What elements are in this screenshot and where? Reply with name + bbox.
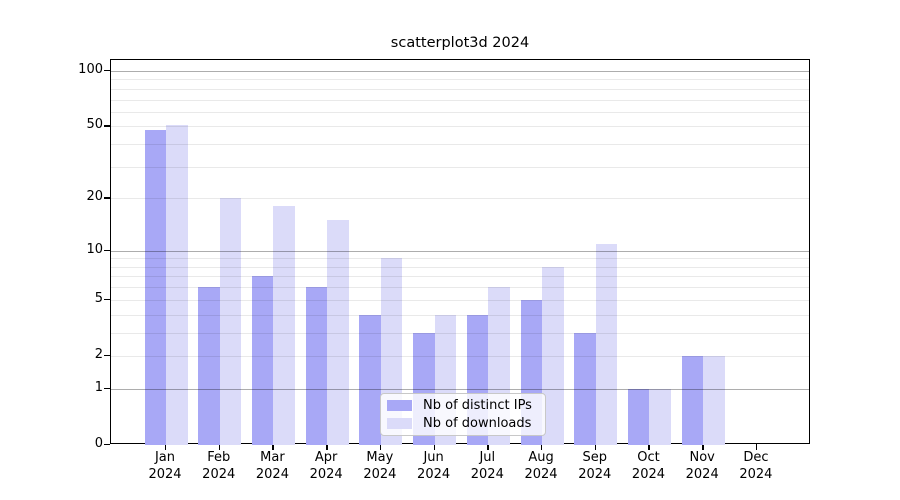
x-axis-tick-mark	[594, 444, 597, 450]
legend-label-downloads: Nb of downloads	[423, 416, 532, 431]
chart-title: scatterplot3d 2024	[390, 35, 530, 51]
y-axis-tick-label: 20	[86, 189, 103, 205]
x-axis-tick-mark	[218, 444, 221, 450]
plot-area	[110, 59, 810, 445]
y-axis-tick-label: 5	[94, 290, 103, 306]
bar	[574, 332, 596, 445]
bar	[595, 243, 618, 445]
y-axis-tick-mark	[104, 69, 110, 72]
y-axis-tick-label: 100	[78, 61, 103, 77]
x-axis-tick-mark	[326, 444, 328, 450]
x-axis-tick-label: Nov 2024	[685, 450, 719, 482]
bar	[305, 287, 328, 445]
legend-entry-distinct-ips: Nb of distinct IPs	[387, 398, 539, 413]
x-axis-tick-label: Mar 2024	[255, 450, 289, 482]
x-axis-tick-label: Sep 2024	[578, 450, 612, 482]
x-axis-tick-label: Dec 2024	[739, 450, 773, 482]
x-axis-tick-label: Apr 2024	[309, 450, 343, 482]
x-axis-tick-label: Aug 2024	[524, 450, 558, 482]
y-axis-tick-mark	[104, 387, 110, 390]
y-axis-tick-label: 1	[94, 379, 103, 395]
legend-swatch-downloads-icon	[387, 418, 412, 429]
x-axis-tick-mark	[648, 444, 650, 450]
x-axis-tick-label: Jul 2024	[470, 450, 504, 482]
bar	[166, 124, 188, 445]
bar	[327, 220, 349, 445]
y-axis-tick-label: 2	[94, 346, 103, 362]
x-axis-tick-mark	[487, 444, 489, 450]
x-axis-tick-label: Oct 2024	[631, 450, 666, 482]
x-axis-tick-mark	[165, 444, 167, 450]
bar	[273, 206, 295, 445]
legend-swatch-distinct-ips-icon	[387, 400, 412, 411]
y-axis-tick-mark	[104, 298, 110, 301]
y-axis-tick-label: 10	[86, 241, 103, 257]
x-axis-tick-mark	[702, 444, 704, 450]
y-axis-tick-mark	[104, 125, 110, 127]
y-axis-tick-mark	[104, 197, 110, 199]
legend-entry-downloads: Nb of downloads	[387, 416, 539, 431]
x-axis-tick-label: May 2024	[363, 450, 397, 482]
bar	[627, 388, 650, 445]
bar	[144, 129, 166, 445]
x-axis-tick-label: Feb 2024	[202, 450, 236, 482]
x-axis-tick-mark	[272, 444, 274, 450]
bar	[681, 355, 704, 445]
x-axis-tick-mark	[755, 444, 758, 450]
x-axis-tick-label: Jun 2024	[417, 450, 451, 482]
legend-label-distinct-ips: Nb of distinct IPs	[423, 398, 532, 413]
y-axis-tick-label: 50	[86, 117, 103, 133]
y-axis-tick-mark	[104, 249, 110, 252]
bar	[219, 198, 242, 445]
bar	[703, 355, 725, 445]
bars-layer	[111, 60, 809, 445]
x-axis-tick-mark	[541, 444, 543, 450]
y-axis-tick-mark	[104, 444, 110, 446]
x-axis-tick-label: Jan 2024	[148, 450, 182, 482]
bar	[251, 276, 274, 445]
x-axis-tick-mark	[379, 444, 382, 450]
legend: Nb of distinct IPs Nb of downloads	[380, 393, 546, 436]
bar	[198, 287, 220, 445]
y-axis-tick-mark	[104, 354, 110, 357]
y-axis-tick-label: 0	[94, 436, 103, 451]
bar	[542, 266, 564, 445]
x-axis-tick-mark	[433, 444, 435, 450]
bar	[649, 388, 671, 445]
bar	[359, 314, 381, 445]
